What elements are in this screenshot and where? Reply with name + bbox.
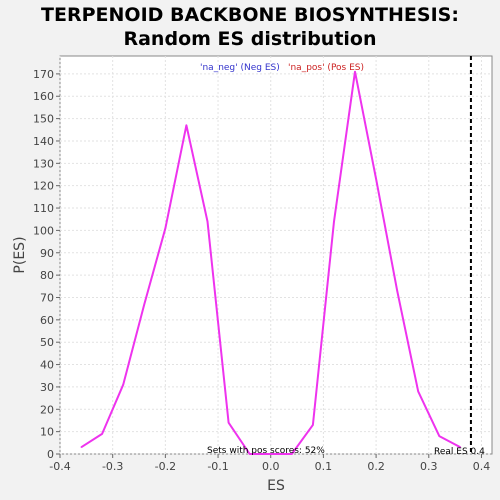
- y-tick-label: 100: [33, 224, 54, 237]
- series-group: [80, 70, 461, 455]
- data-point: [207, 220, 209, 222]
- y-tick-label: 130: [33, 157, 54, 170]
- x-tick-label: -0.3: [102, 460, 123, 473]
- x-axis-label: ES: [267, 478, 285, 494]
- plot-background: [59, 55, 493, 455]
- real-es-annotation: Real ES 0.4: [434, 447, 485, 457]
- grid-lines: [59, 56, 492, 455]
- y-tick-label: 90: [40, 247, 54, 260]
- y-tick-label: 80: [40, 269, 54, 282]
- y-axis-label: P(ES): [12, 236, 28, 273]
- data-point: [143, 303, 145, 305]
- y-axis-ticks: 0 10 20 30 40 50 60 70 80 90 100 110 120 130 140 150 160…: [33, 68, 60, 461]
- data-point: [459, 446, 461, 448]
- data-point: [333, 220, 335, 222]
- data-point: [164, 227, 166, 229]
- y-tick-label: 110: [33, 202, 54, 215]
- x-tick-label: 0.0: [262, 460, 280, 473]
- y-tick-label: 10: [40, 426, 54, 439]
- x-axis-ticks: -0.4 -0.3 -0.2 -0.1 0.0 0.1 0.2 0.3 0.4: [49, 454, 490, 473]
- y-tick-label: 170: [33, 68, 54, 81]
- x-tick-label: -0.4: [49, 460, 70, 473]
- y-tick-label: 0: [47, 448, 54, 461]
- data-point: [396, 290, 398, 292]
- y-tick-label: 30: [40, 381, 54, 394]
- data-point: [101, 433, 103, 435]
- data-point: [312, 424, 314, 426]
- data-point: [122, 384, 124, 386]
- y-tick-label: 160: [33, 90, 54, 103]
- legend-neg: 'na_neg' (Neg ES): [200, 63, 280, 73]
- y-tick-label: 20: [40, 403, 54, 416]
- x-tick-label: 0.2: [367, 460, 385, 473]
- data-point: [375, 178, 377, 180]
- data-point: [354, 71, 356, 73]
- data-point: [417, 390, 419, 392]
- data-point: [270, 453, 272, 455]
- chart-title-line-1: TERPENOID BACKBONE BIOSYNTHESIS:: [41, 4, 459, 26]
- x-tick-label: 0.1: [315, 460, 333, 473]
- data-point: [185, 124, 187, 126]
- y-tick-label: 150: [33, 113, 54, 126]
- legend-pos: 'na_pos' (Pos ES): [288, 63, 364, 73]
- data-point: [249, 453, 251, 455]
- data-point: [438, 435, 440, 437]
- data-point: [80, 446, 82, 448]
- y-tick-label: 50: [40, 336, 54, 349]
- x-tick-label: 0.4: [473, 460, 491, 473]
- x-tick-label: -0.1: [207, 460, 228, 473]
- x-tick-label: 0.3: [420, 460, 438, 473]
- y-tick-label: 140: [33, 135, 54, 148]
- y-tick-label: 120: [33, 180, 54, 193]
- y-tick-label: 70: [40, 291, 54, 304]
- pos-scores-annotation: Sets with pos scores: 52%: [207, 446, 325, 456]
- data-point: [228, 422, 230, 424]
- y-tick-label: 60: [40, 314, 54, 327]
- chart-title-line-2: Random ES distribution: [123, 28, 377, 50]
- y-tick-label: 40: [40, 359, 54, 372]
- x-tick-label: -0.2: [155, 460, 176, 473]
- data-point: [291, 453, 293, 455]
